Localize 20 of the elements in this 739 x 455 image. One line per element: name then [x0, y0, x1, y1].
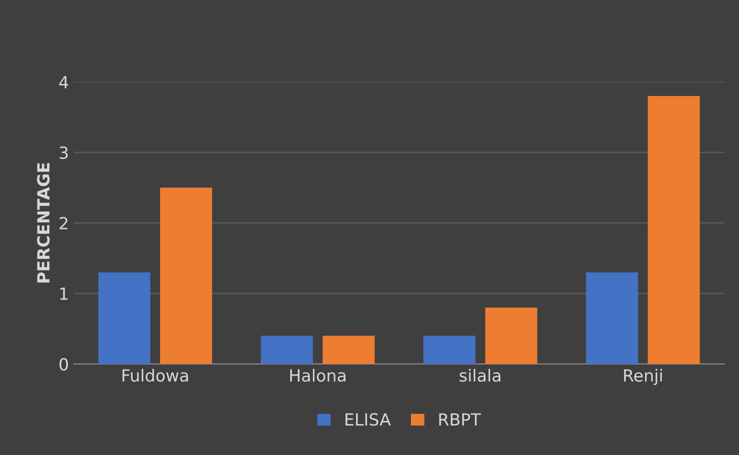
bar	[98, 272, 150, 364]
x-tick-label: Halona	[290, 368, 346, 382]
legend-label: ELISA	[346, 413, 391, 426]
bar	[648, 96, 700, 364]
y-tick-label: 3	[60, 146, 68, 159]
y-tick-label: 2	[60, 216, 68, 230]
bar	[322, 336, 375, 364]
y-tick-label: 0	[60, 358, 68, 371]
x-tick-label: Renji	[624, 368, 662, 385]
y-tick-label: 4	[59, 76, 68, 88]
y-axis-title: PERCENTAGE	[37, 163, 50, 282]
x-tick-label: Fuldowa	[122, 368, 188, 382]
x-tick-label: silala	[460, 368, 500, 382]
legend-label: RBPT	[439, 413, 481, 426]
bar	[160, 188, 212, 364]
y-tick-label: 1	[60, 288, 68, 300]
bar	[485, 308, 538, 364]
bar	[260, 336, 313, 364]
bar	[423, 336, 476, 364]
bar	[586, 272, 638, 364]
